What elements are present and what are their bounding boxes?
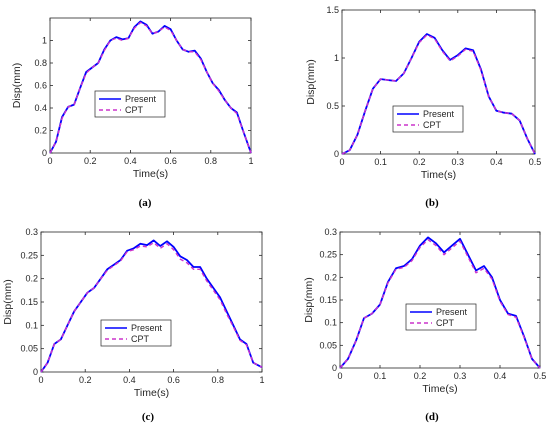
x-tick-label: 0.4	[123, 375, 136, 385]
y-tick-label: 0.25	[20, 250, 38, 260]
y-tick-label: 0.15	[319, 295, 337, 305]
legend-label-present: Present	[125, 94, 157, 104]
y-tick-label: 0.05	[319, 340, 337, 350]
x-tick-label: 0.1	[374, 371, 387, 381]
y-tick-label: 0.2	[25, 274, 38, 284]
x-tick-label: 0.5	[534, 371, 547, 381]
series-line-present	[40, 239, 263, 373]
x-tick-label: 0.6	[164, 156, 177, 166]
plot-area	[49, 17, 252, 154]
y-tick-label: 1	[42, 36, 47, 46]
x-tick-label: 1	[259, 375, 264, 385]
y-tick-label: 0	[334, 149, 339, 159]
x-tick-label: 0	[339, 157, 344, 167]
panel-label: (c)	[142, 411, 155, 423]
x-tick-label: 0.2	[84, 156, 97, 166]
legend-box	[392, 105, 464, 133]
x-tick-label: 0.6	[167, 375, 180, 385]
panel-a: 0 0.2 0.4 0.6 0.8 1 0 0.2 0.4 0.6 0.8 1 Time(s) Disp(…	[11, 17, 254, 209]
x-tick-label: 0.4	[494, 371, 507, 381]
series-line-cpt	[49, 21, 252, 154]
series-line-cpt	[339, 238, 541, 369]
series-line-present	[339, 236, 541, 369]
y-axis-label: Disp(mm)	[11, 63, 23, 109]
x-tick-label: 0.2	[413, 157, 426, 167]
panel-label: (a)	[139, 197, 152, 209]
series-line-present	[341, 33, 536, 155]
y-tick-label: 0.8	[34, 58, 47, 68]
y-tick-label: 0.1	[25, 320, 38, 330]
panel-label: (d)	[425, 411, 439, 423]
x-tick-label: 0.3	[454, 371, 467, 381]
legend-label-cpt: CPT	[436, 318, 455, 328]
legend-box	[405, 303, 477, 331]
panel-b: 0 0.1 0.2 0.3 0.4 0.5 0 0.5 1 1.5 Time(s) Disp(mm) P…	[305, 5, 541, 209]
x-axis-label: Time(s)	[134, 387, 169, 399]
y-axis-label: Disp(mm)	[303, 277, 315, 323]
x-tick-label: 0.8	[205, 156, 218, 166]
x-tick-label: 1	[248, 156, 253, 166]
panel-label: (b)	[425, 197, 439, 209]
plot-area	[40, 231, 263, 373]
legend-label-present: Present	[423, 109, 455, 119]
x-tick-label: 0.1	[374, 157, 387, 167]
x-axis-label: Time(s)	[422, 383, 457, 395]
x-tick-label: 0.2	[79, 375, 92, 385]
y-tick-label: 0.4	[34, 103, 47, 113]
x-tick-label: 0	[47, 156, 52, 166]
legend-label-cpt: CPT	[125, 105, 144, 115]
panel-c: 0 0.2 0.4 0.6 0.8 1 0 0.05 0.1 0.15 0.2 0.25 0.3 Time…	[2, 227, 265, 423]
y-tick-label: 0.25	[319, 250, 337, 260]
y-tick-label: 1	[334, 53, 339, 63]
plot-area	[341, 9, 536, 155]
y-tick-label: 0	[332, 363, 337, 373]
y-tick-label: 0.6	[34, 81, 47, 91]
legend-label-present: Present	[131, 323, 163, 333]
y-tick-label: 0.3	[324, 227, 337, 237]
x-tick-label: 0.5	[529, 157, 542, 167]
y-tick-label: 1.5	[326, 5, 339, 15]
y-tick-label: 0.05	[20, 344, 38, 354]
legend-box	[94, 90, 166, 118]
plot-area	[339, 231, 541, 369]
y-tick-label: 0.15	[20, 297, 38, 307]
x-tick-label: 0.2	[414, 371, 427, 381]
y-axis-label: Disp(mm)	[2, 279, 14, 325]
series-line-cpt	[40, 241, 263, 373]
x-tick-label: 0.8	[212, 375, 225, 385]
x-axis-label: Time(s)	[133, 168, 168, 180]
x-tick-label: 0	[38, 375, 43, 385]
legend-box	[100, 319, 172, 347]
y-tick-label: 0.2	[324, 272, 337, 282]
y-tick-label: 0.3	[25, 227, 38, 237]
y-tick-label: 0.1	[324, 318, 337, 328]
x-tick-label: 0.4	[124, 156, 137, 166]
x-tick-label: 0.4	[490, 157, 503, 167]
x-tick-label: 0	[337, 371, 342, 381]
y-tick-label: 0	[33, 367, 38, 377]
x-tick-label: 0.3	[452, 157, 465, 167]
x-axis-label: Time(s)	[421, 169, 456, 181]
legend-label-present: Present	[436, 307, 468, 317]
y-axis-label: Disp(mm)	[305, 59, 317, 105]
legend-label-cpt: CPT	[131, 334, 150, 344]
y-tick-label: 0.5	[326, 101, 339, 111]
y-tick-label: 0	[42, 148, 47, 158]
panel-d: 0 0.1 0.2 0.3 0.4 0.5 0 0.05 0.1 0.15 0.2 0.25 0.3 Ti…	[303, 227, 546, 423]
legend-label-cpt: CPT	[423, 120, 442, 130]
y-tick-label: 0.2	[34, 126, 47, 136]
